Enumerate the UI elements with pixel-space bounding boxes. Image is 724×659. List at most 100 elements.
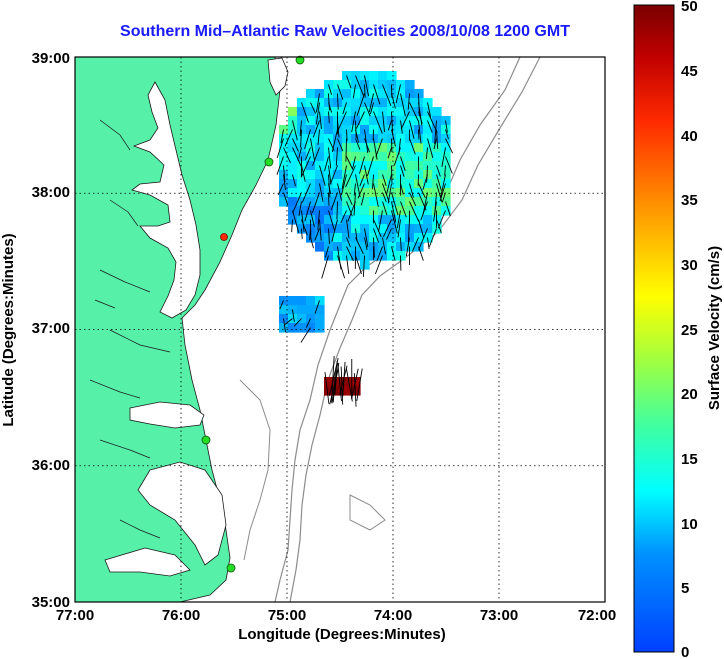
velocity-vector xyxy=(352,84,356,99)
velocity-cell xyxy=(306,116,316,126)
velocity-vector xyxy=(391,210,398,234)
pamlico-sound xyxy=(137,461,227,566)
velocity-vector xyxy=(387,183,392,204)
velocity-vector xyxy=(445,156,453,174)
velocity-cell xyxy=(279,323,289,333)
velocity-vector xyxy=(393,147,401,166)
velocity-vector xyxy=(314,300,320,314)
station-marker xyxy=(201,435,211,445)
velocity-cell xyxy=(378,152,388,162)
velocity-vector xyxy=(445,138,453,154)
velocity-vector xyxy=(319,219,322,241)
velocity-cell xyxy=(342,386,352,396)
map-title: Southern Mid–Atlantic Raw Velocities 200… xyxy=(120,23,570,40)
velocity-vector xyxy=(337,183,343,201)
velocity-cell xyxy=(387,152,397,162)
velocity-cell xyxy=(432,107,442,117)
velocity-cell xyxy=(315,134,325,144)
velocity-vector xyxy=(396,210,401,229)
velocity-cell xyxy=(378,143,388,153)
velocity-cell xyxy=(387,71,397,81)
velocity-vector xyxy=(444,165,446,176)
station-marker xyxy=(264,157,274,167)
colorbar-tick-label: 25 xyxy=(681,322,698,339)
velocity-vector xyxy=(428,228,437,248)
velocity-cell xyxy=(342,143,352,153)
velocity-vector xyxy=(391,246,396,261)
velocity-vector xyxy=(300,129,302,148)
velocity-vector xyxy=(356,368,363,402)
velocity-vector xyxy=(427,120,433,133)
velocity-vector xyxy=(346,237,351,248)
velocity-vector xyxy=(346,192,353,206)
plot-frame xyxy=(74,56,606,603)
velocity-vector xyxy=(355,138,361,150)
station-marker xyxy=(295,55,305,65)
velocity-vector xyxy=(357,183,365,199)
velocity-vector xyxy=(364,237,368,250)
velocity-vector xyxy=(330,192,338,211)
velocity-vector xyxy=(355,129,359,143)
x-tick-label: 75:00 xyxy=(268,607,306,624)
velocity-cell xyxy=(405,224,415,234)
velocity-vector xyxy=(397,219,401,238)
velocity-vector xyxy=(310,210,315,227)
velocity-vector xyxy=(346,246,354,261)
velocity-cell xyxy=(360,143,370,153)
velocity-vector xyxy=(382,84,392,107)
velocity-vector xyxy=(434,120,437,144)
velocity-vector xyxy=(329,165,338,185)
velocity-cell xyxy=(324,386,334,396)
velocity-cell xyxy=(360,116,370,126)
velocity-cell xyxy=(324,377,334,387)
velocity-vector xyxy=(409,102,419,122)
velocity-cell xyxy=(297,323,307,333)
velocity-vector xyxy=(292,210,300,233)
velocity-vector xyxy=(337,138,344,152)
velocity-vector xyxy=(341,174,347,196)
velocity-vector xyxy=(328,165,332,185)
velocity-vector xyxy=(436,165,441,177)
velocity-vector xyxy=(279,300,284,310)
velocity-vector xyxy=(293,318,302,327)
velocity-vector xyxy=(346,156,354,170)
colorbar-tick-label: 50 xyxy=(681,0,698,15)
velocity-vector xyxy=(312,147,320,167)
velocity-vector xyxy=(400,93,406,117)
velocity-vector xyxy=(283,174,286,191)
velocity-vector xyxy=(301,102,309,123)
velocity-vector xyxy=(328,93,330,111)
velocity-cell xyxy=(297,179,307,189)
velocity-cell xyxy=(369,71,379,81)
velocity-vector xyxy=(292,192,302,214)
colorbar-tick-label: 30 xyxy=(681,257,698,274)
velocity-cell xyxy=(360,242,370,252)
velocity-vector xyxy=(436,129,439,149)
velocity-cell xyxy=(387,98,397,108)
velocity-cell xyxy=(288,179,298,189)
velocity-vector xyxy=(360,192,365,206)
velocity-vector xyxy=(342,102,347,115)
velocity-cell xyxy=(396,107,406,117)
velocity-vector xyxy=(427,237,430,250)
velocity-vector xyxy=(366,156,374,177)
velocity-cell xyxy=(360,197,370,207)
velocity-vector xyxy=(276,138,284,159)
velocity-vector xyxy=(277,183,284,196)
velocity-vectors xyxy=(276,75,453,407)
velocity-cell xyxy=(351,89,361,99)
velocity-vector xyxy=(346,255,350,275)
velocity-vector xyxy=(317,210,320,231)
velocity-vector xyxy=(437,210,446,229)
velocity-vector xyxy=(315,93,320,113)
velocity-vector xyxy=(328,210,336,232)
colorbar-tick-label: 35 xyxy=(681,192,698,209)
velocity-vector xyxy=(298,201,302,217)
velocity-cell xyxy=(414,143,424,153)
bathymetry-contour xyxy=(239,379,271,561)
bathymetry-contour xyxy=(289,57,541,602)
velocity-cell xyxy=(351,215,361,225)
velocity-vector xyxy=(311,192,320,213)
velocity-vector xyxy=(418,219,425,238)
velocity-vector xyxy=(407,93,410,110)
